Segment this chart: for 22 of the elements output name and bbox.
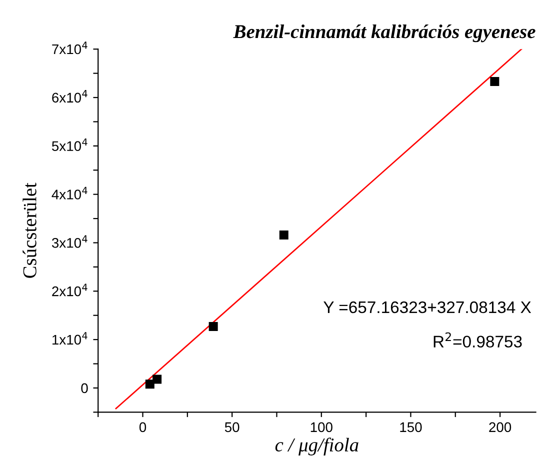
x-tick-label: 200 [489, 422, 512, 432]
point [490, 77, 500, 86]
y-tick-label: 0 [81, 383, 88, 394]
annotation: R$^{2}$=0.98753 [434, 332, 522, 348]
annotation: Y =657.16323+327.08134 X [324, 301, 532, 314]
y-axis-title: Csúcsterület [22, 182, 36, 278]
chart-title: Benzil-cinnamát kalibrációs egyenese [233, 24, 536, 42]
y-tick-label: 2x10$^{4}$ [52, 284, 88, 296]
x-tick-label: 100 [310, 422, 332, 432]
y-tick-label: 1x10$^{4}$ [52, 332, 88, 345]
y-tick-label: 3x10$^{4}$ [52, 235, 88, 248]
y-tick-label: 4x10$^{4}$ [52, 186, 88, 200]
x-tick-label: 0 [139, 422, 146, 432]
y-tick-label: 5x10$^{4}$ [52, 138, 88, 152]
y-tick-label: 6x10$^{4}$ [52, 90, 88, 103]
x-tick-label: 150 [400, 422, 422, 432]
point [208, 322, 218, 331]
x-tick-label: 50 [224, 422, 240, 432]
point [279, 230, 288, 240]
x-axis-title: c / μg/fiola [275, 438, 358, 456]
y-tick-label: 7x10$^{4}$ [52, 42, 88, 54]
point [152, 374, 162, 384]
